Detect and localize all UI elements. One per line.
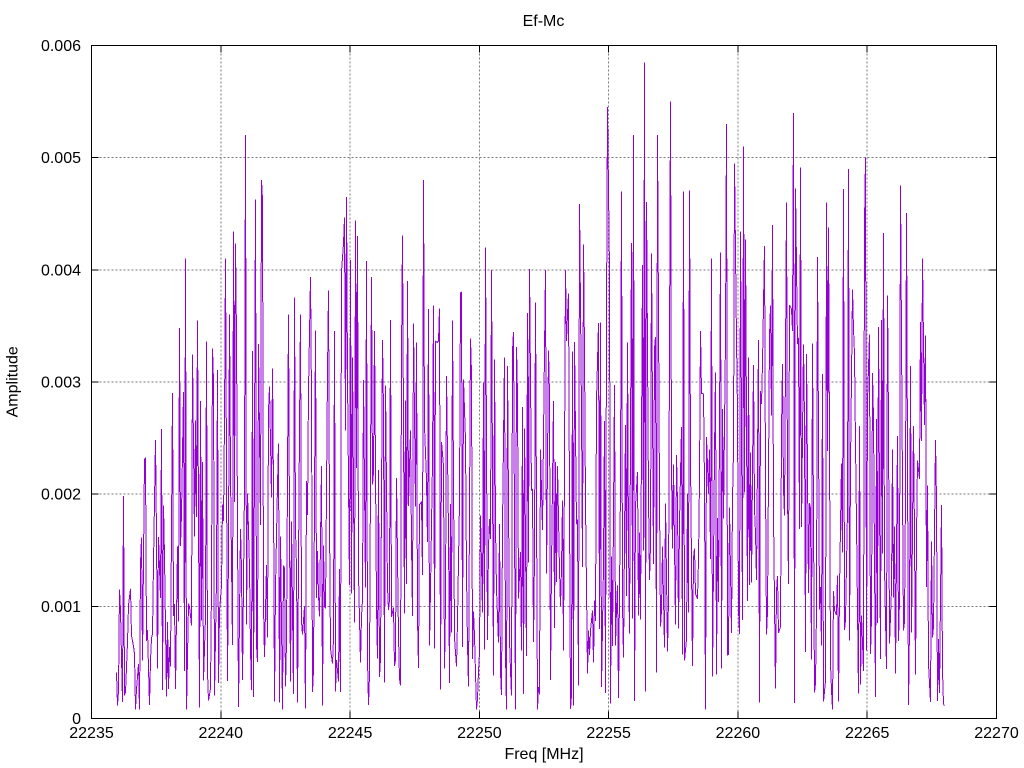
svg-text:Freq [MHz]: Freq [MHz] bbox=[504, 746, 583, 763]
svg-text:22245: 22245 bbox=[328, 725, 373, 742]
svg-text:22240: 22240 bbox=[199, 725, 244, 742]
svg-text:22235: 22235 bbox=[69, 725, 114, 742]
svg-text:0.004: 0.004 bbox=[41, 262, 81, 279]
svg-text:0.001: 0.001 bbox=[41, 599, 81, 616]
svg-text:22270: 22270 bbox=[974, 725, 1019, 742]
svg-text:0.002: 0.002 bbox=[41, 487, 81, 504]
svg-text:0.006: 0.006 bbox=[41, 38, 81, 55]
svg-text:0: 0 bbox=[72, 711, 81, 728]
svg-text:0.005: 0.005 bbox=[41, 150, 81, 167]
svg-text:22250: 22250 bbox=[457, 725, 502, 742]
svg-text:22260: 22260 bbox=[716, 725, 761, 742]
svg-text:22265: 22265 bbox=[845, 725, 890, 742]
svg-text:22255: 22255 bbox=[586, 725, 631, 742]
svg-text:0.003: 0.003 bbox=[41, 375, 81, 392]
svg-text:Amplitude: Amplitude bbox=[5, 346, 22, 417]
svg-text:Ef-Mc: Ef-Mc bbox=[523, 13, 565, 30]
